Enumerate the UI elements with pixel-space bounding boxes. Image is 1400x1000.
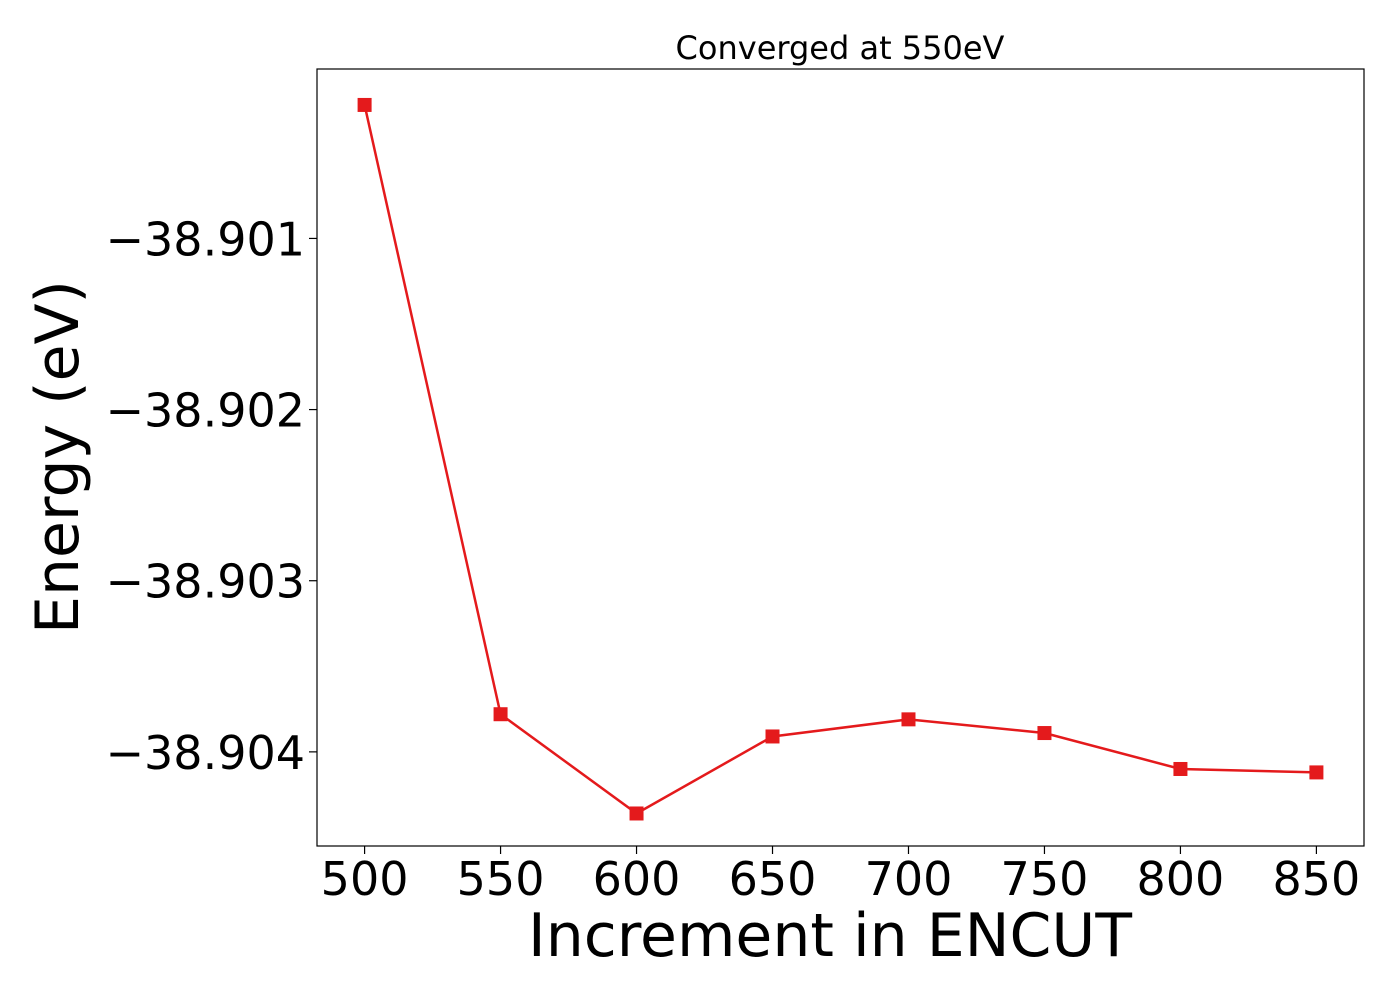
data-point-marker	[1173, 761, 1188, 776]
y-axis-label: Energy (eV)	[23, 280, 93, 634]
x-tick-label: 850	[1273, 852, 1361, 906]
y-tick-label: −38.904	[106, 726, 306, 780]
series-line	[363, 104, 1317, 815]
chart-title: Converged at 550eV	[676, 29, 1005, 67]
y-axis: −38.901 −38.902 −38.903 −38.904	[106, 212, 317, 780]
data-point-marker	[1309, 765, 1324, 780]
x-tick-label: 500	[321, 852, 409, 906]
plot-frame	[316, 68, 1365, 847]
y-tick-label: −38.902	[106, 384, 306, 438]
x-axis: 500 550 600 650 700 750 800 850	[321, 846, 1361, 906]
data-point-marker	[1037, 726, 1052, 741]
x-tick-label: 750	[1001, 852, 1089, 906]
x-tick-label: 600	[593, 852, 681, 906]
x-axis-label: Increment in ENCUT	[528, 901, 1132, 971]
data-point-marker	[357, 97, 372, 112]
y-tick-label: −38.901	[106, 212, 306, 266]
data-point-marker	[493, 707, 508, 722]
y-tick-label: −38.903	[106, 555, 306, 609]
x-tick-label: 650	[729, 852, 817, 906]
data-point-marker	[629, 806, 644, 821]
data-point-marker	[901, 712, 916, 727]
data-point-marker	[765, 729, 780, 744]
x-tick-label: 550	[457, 852, 545, 906]
series-layer	[357, 97, 1324, 821]
x-tick-label: 800	[1137, 852, 1225, 906]
x-tick-label: 700	[865, 852, 953, 906]
